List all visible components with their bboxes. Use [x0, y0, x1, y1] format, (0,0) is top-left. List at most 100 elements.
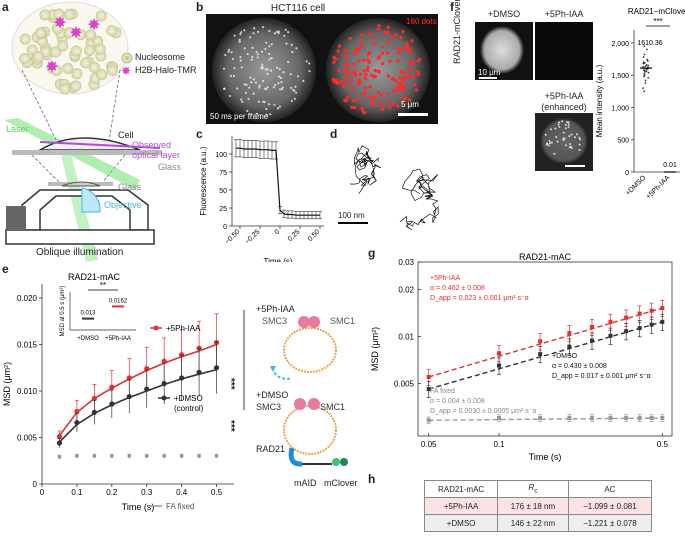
data-point — [538, 339, 543, 344]
localization-dot — [350, 78, 354, 83]
data-point — [75, 454, 79, 458]
localization-dot — [386, 100, 390, 104]
panel-letter-g: g — [368, 246, 376, 260]
localization-dot — [392, 89, 396, 93]
speck — [268, 52, 271, 56]
nucleosome — [70, 45, 82, 57]
localization-dot — [341, 85, 345, 89]
speck — [261, 79, 265, 83]
data-point — [647, 76, 650, 79]
speck — [236, 87, 239, 90]
localization-dot — [370, 99, 374, 104]
data-point — [642, 65, 645, 68]
data-point — [643, 90, 646, 93]
data-point — [624, 415, 629, 420]
table-header-row: RAD21-mAC Rc AC — [423, 480, 653, 498]
localization-dot — [334, 78, 339, 83]
y-tick-label: 0 — [625, 170, 629, 177]
speck — [289, 73, 292, 76]
speck — [277, 30, 280, 33]
h2b-marker: ✸ — [45, 59, 58, 76]
x-tick-label: 0.05 — [421, 440, 437, 449]
data-point — [197, 454, 201, 458]
data-point — [624, 329, 629, 334]
speck — [557, 123, 560, 126]
fit-line — [428, 321, 663, 390]
localization-dot — [359, 40, 363, 45]
data-point — [642, 62, 645, 65]
speck — [233, 34, 236, 37]
localization-dot — [408, 74, 412, 78]
data-point — [649, 322, 654, 327]
nucleosome-cluster: ✸✸✸✸ — [11, 1, 129, 95]
localization-dot — [363, 86, 368, 91]
localization-dot — [376, 27, 380, 31]
y-tick-label: 50 — [219, 188, 227, 195]
speck — [251, 46, 254, 49]
observed-layer-line — [39, 141, 161, 149]
data-point — [660, 415, 665, 420]
localization-dot — [362, 91, 367, 95]
localization-dot — [376, 91, 380, 95]
localization-dot — [373, 69, 377, 73]
speck — [558, 125, 561, 128]
localization-dot — [414, 88, 418, 92]
speck — [294, 85, 297, 88]
panel-d-scale-label: 100 nm — [338, 211, 365, 220]
data-point — [646, 60, 649, 62]
localization-dot — [404, 74, 408, 78]
speck — [561, 120, 564, 123]
fit-line — [58, 368, 217, 443]
chart-title: RAD21-mAC — [519, 252, 572, 262]
data-point — [637, 311, 642, 316]
nucleosome — [32, 50, 44, 63]
y-tick-label: 75 — [219, 170, 227, 177]
localization-dot — [372, 42, 376, 46]
localization-dot — [396, 59, 400, 63]
speck — [289, 86, 293, 89]
nucleosome — [106, 25, 118, 37]
speck — [564, 123, 567, 126]
localization-dot — [380, 51, 384, 56]
localization-dot — [383, 30, 387, 35]
legend-marker — [161, 395, 167, 401]
sig-stars-2: *** — [225, 420, 236, 432]
speck — [245, 83, 248, 86]
localization-dot — [416, 59, 420, 63]
localization-dot — [405, 44, 409, 48]
x-tick-label: 0.3 — [141, 488, 153, 497]
localization-dot — [377, 101, 382, 105]
panel-letter-b: b — [196, 0, 204, 14]
y-tick-label: 0.005 — [394, 379, 415, 388]
speck — [290, 43, 293, 46]
localization-dot — [408, 60, 412, 64]
nucleosome — [57, 40, 69, 52]
inset-y-label: MSD at 0.5 s (μm²) — [60, 286, 66, 337]
data-point — [643, 75, 645, 78]
localization-dot — [343, 56, 348, 60]
speck — [275, 30, 278, 33]
speck — [278, 105, 281, 108]
h2b-marker: ✸ — [69, 25, 82, 42]
speck — [241, 100, 244, 103]
data-point — [426, 374, 431, 379]
speck — [224, 53, 227, 57]
x-tick-label: 0.50 — [307, 228, 322, 243]
table-cell: 176 ± 18 nm — [497, 497, 569, 515]
label-optical-layer: optical layer — [132, 150, 181, 160]
speck — [265, 107, 268, 111]
speck — [229, 74, 232, 78]
legend-label: FA fixed — [166, 502, 194, 511]
data-point — [643, 53, 646, 56]
speck — [254, 81, 258, 84]
rad21-label: RAD21 — [256, 444, 286, 454]
localization-dot — [396, 46, 400, 50]
data-point — [127, 454, 132, 458]
data-point — [497, 415, 502, 420]
y-axis-label: Mean intensity (a.u.) — [595, 64, 604, 137]
nucleosome — [106, 64, 118, 76]
speck — [263, 100, 266, 104]
speck — [281, 86, 284, 89]
y-axis-label: MSD (μm²) — [2, 362, 12, 406]
speck — [548, 140, 551, 142]
